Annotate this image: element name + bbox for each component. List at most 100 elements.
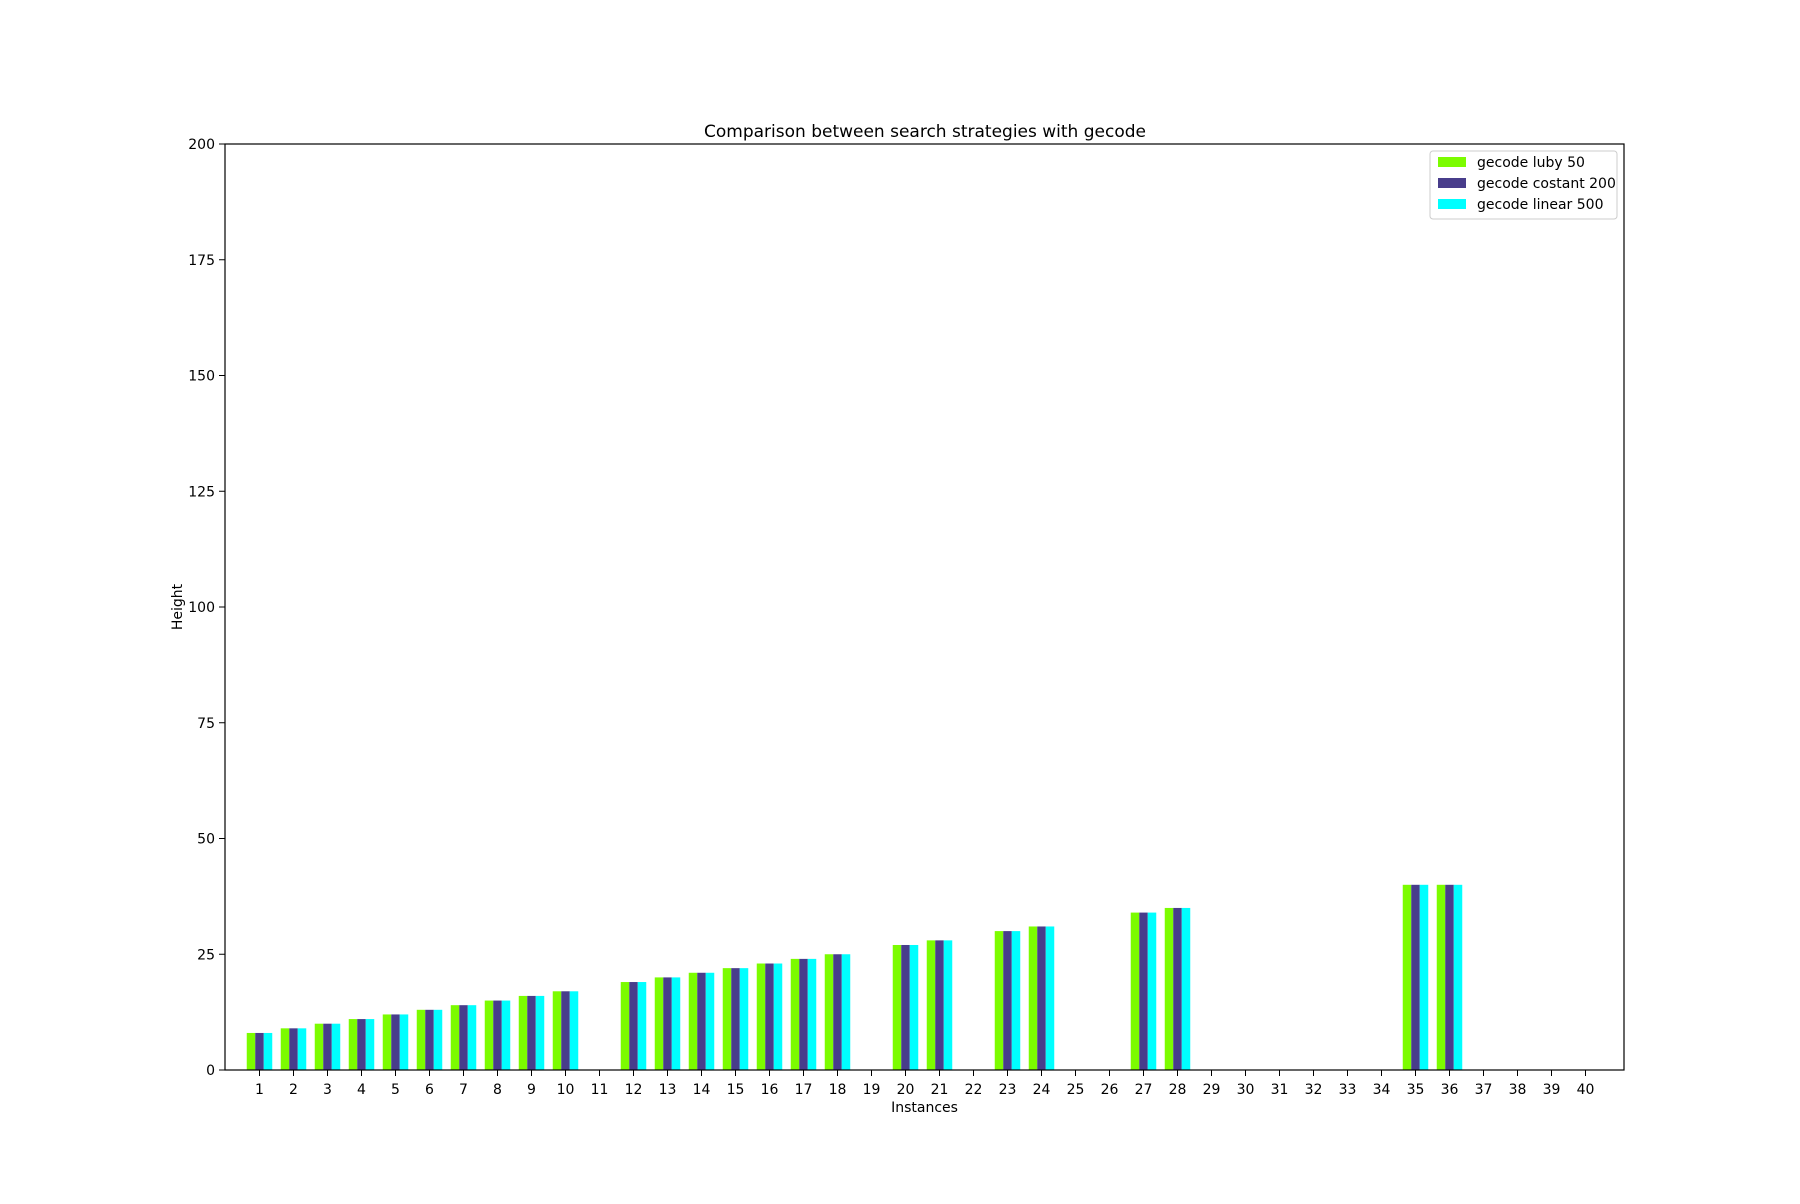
bar-gecode-luby-50-8: [484, 1000, 494, 1070]
plot-frame: [224, 143, 1625, 1071]
legend-label: gecode luby 50: [1477, 155, 1585, 171]
bar-gecode-linear-500-27: [1147, 912, 1157, 1070]
bar-gecode-luby-50-27: [1130, 912, 1140, 1070]
bar-gecode-costant-200-6: [425, 1009, 434, 1070]
y-tick-label: 50: [197, 832, 215, 848]
x-tick-label: 18: [829, 1082, 847, 1098]
x-tick-label: 31: [1271, 1082, 1289, 1098]
legend-swatch: [1438, 178, 1466, 188]
y-tick-label: 125: [188, 484, 215, 500]
bar-gecode-costant-200-21: [935, 940, 944, 1070]
x-tick-label: 23: [999, 1082, 1017, 1098]
bar-gecode-luby-50-28: [1164, 907, 1174, 1070]
x-tick-label: 17: [795, 1082, 813, 1098]
bar-gecode-costant-200-28: [1173, 907, 1182, 1070]
x-tick-label: 20: [897, 1082, 915, 1098]
legend-box: [1429, 150, 1618, 220]
bar-gecode-costant-200-14: [697, 972, 706, 1070]
bar-gecode-luby-50-2: [280, 1028, 290, 1070]
bar-gecode-linear-500-7: [467, 1005, 477, 1070]
bar-gecode-luby-50-20: [892, 944, 902, 1070]
x-tick-label: 6: [425, 1082, 434, 1098]
y-tick-label: 100: [188, 600, 215, 616]
x-tick-label: 40: [1577, 1082, 1595, 1098]
x-tick-label: 9: [527, 1082, 536, 1098]
bar-gecode-luby-50-12: [620, 982, 630, 1070]
bar-gecode-linear-500-8: [501, 1000, 511, 1070]
bar-gecode-costant-200-16: [765, 963, 774, 1070]
bar-gecode-linear-500-1: [263, 1032, 273, 1070]
legend-swatch: [1438, 157, 1466, 167]
bar-gecode-costant-200-9: [527, 995, 536, 1070]
bar-gecode-linear-500-16: [773, 963, 783, 1070]
x-tick-label: 30: [1237, 1082, 1255, 1098]
x-tick-label: 7: [459, 1082, 468, 1098]
bar-gecode-linear-500-36: [1453, 884, 1463, 1070]
x-tick-label: 21: [931, 1082, 949, 1098]
x-tick-label: 3: [323, 1082, 332, 1098]
x-axis-label: Instances: [891, 1100, 958, 1116]
bar-gecode-linear-500-14: [705, 972, 715, 1070]
y-axis-label: Height: [170, 583, 186, 630]
bar-gecode-luby-50-15: [722, 968, 732, 1070]
bar-gecode-luby-50-7: [450, 1005, 460, 1070]
bar-gecode-linear-500-4: [365, 1019, 375, 1070]
bar-gecode-costant-200-18: [833, 954, 842, 1070]
bar-gecode-linear-500-28: [1181, 907, 1191, 1070]
x-tick-label: 14: [693, 1082, 711, 1098]
x-tick-label: 16: [761, 1082, 779, 1098]
bar-gecode-luby-50-16: [756, 963, 766, 1070]
bar-gecode-luby-50-18: [824, 954, 834, 1070]
legend-label: gecode linear 500: [1477, 197, 1604, 213]
y-tick-label: 150: [188, 369, 215, 385]
chart-title: Comparison between search strategies wit…: [704, 122, 1146, 142]
bar-gecode-costant-200-27: [1139, 912, 1148, 1070]
bar-gecode-costant-200-13: [663, 977, 672, 1070]
bar-gecode-luby-50-24: [1028, 926, 1038, 1070]
x-tick-label: 10: [557, 1082, 575, 1098]
bar-gecode-linear-500-9: [535, 995, 545, 1070]
bar-gecode-luby-50-10: [552, 991, 562, 1070]
x-tick-label: 24: [1033, 1082, 1051, 1098]
x-tick-label: 12: [625, 1082, 643, 1098]
bar-gecode-costant-200-12: [629, 982, 638, 1070]
bar-gecode-costant-200-36: [1445, 884, 1454, 1070]
bar-gecode-luby-50-6: [416, 1009, 426, 1070]
bar-gecode-costant-200-1: [255, 1032, 264, 1070]
x-tick-label: 19: [863, 1082, 881, 1098]
bar-gecode-luby-50-4: [348, 1019, 358, 1070]
bar-gecode-costant-200-8: [493, 1000, 502, 1070]
bar-gecode-costant-200-20: [901, 944, 910, 1070]
x-tick-label: 8: [493, 1082, 502, 1098]
y-axis: 0 25 50 75 100 125 150 175 200: [188, 137, 225, 1079]
bar-gecode-costant-200-5: [391, 1014, 400, 1070]
bar-gecode-costant-200-24: [1037, 926, 1046, 1070]
y-tick-label: 75: [197, 716, 215, 732]
bar-gecode-luby-50-5: [382, 1014, 392, 1070]
x-tick-label: 32: [1305, 1082, 1323, 1098]
x-tick-label: 15: [727, 1082, 745, 1098]
bar-gecode-costant-200-17: [799, 958, 808, 1070]
y-tick-label: 200: [188, 137, 215, 153]
bar-gecode-luby-50-13: [654, 977, 664, 1070]
x-tick-label: 36: [1441, 1082, 1459, 1098]
y-tick-label: 25: [197, 947, 215, 963]
x-tick-label: 11: [591, 1082, 609, 1098]
x-tick-label: 38: [1509, 1082, 1527, 1098]
bar-gecode-luby-50-3: [314, 1023, 324, 1070]
bar-gecode-linear-500-5: [399, 1014, 409, 1070]
x-tick-label: 1: [255, 1082, 264, 1098]
bar-gecode-costant-200-35: [1411, 884, 1420, 1070]
bar-gecode-linear-500-13: [671, 977, 681, 1070]
x-tick-label: 37: [1475, 1082, 1493, 1098]
bar-gecode-linear-500-15: [739, 968, 749, 1070]
x-tick-label: 13: [659, 1082, 677, 1098]
x-tick-label: 34: [1373, 1082, 1391, 1098]
legend: gecode luby 50 gecode costant 200 gecode l…: [1429, 150, 1618, 220]
x-tick-label: 2: [289, 1082, 298, 1098]
bar-gecode-linear-500-20: [909, 944, 919, 1070]
x-tick-label: 33: [1339, 1082, 1357, 1098]
bar-gecode-costant-200-4: [357, 1019, 366, 1070]
bar-gecode-linear-500-21: [943, 940, 953, 1070]
